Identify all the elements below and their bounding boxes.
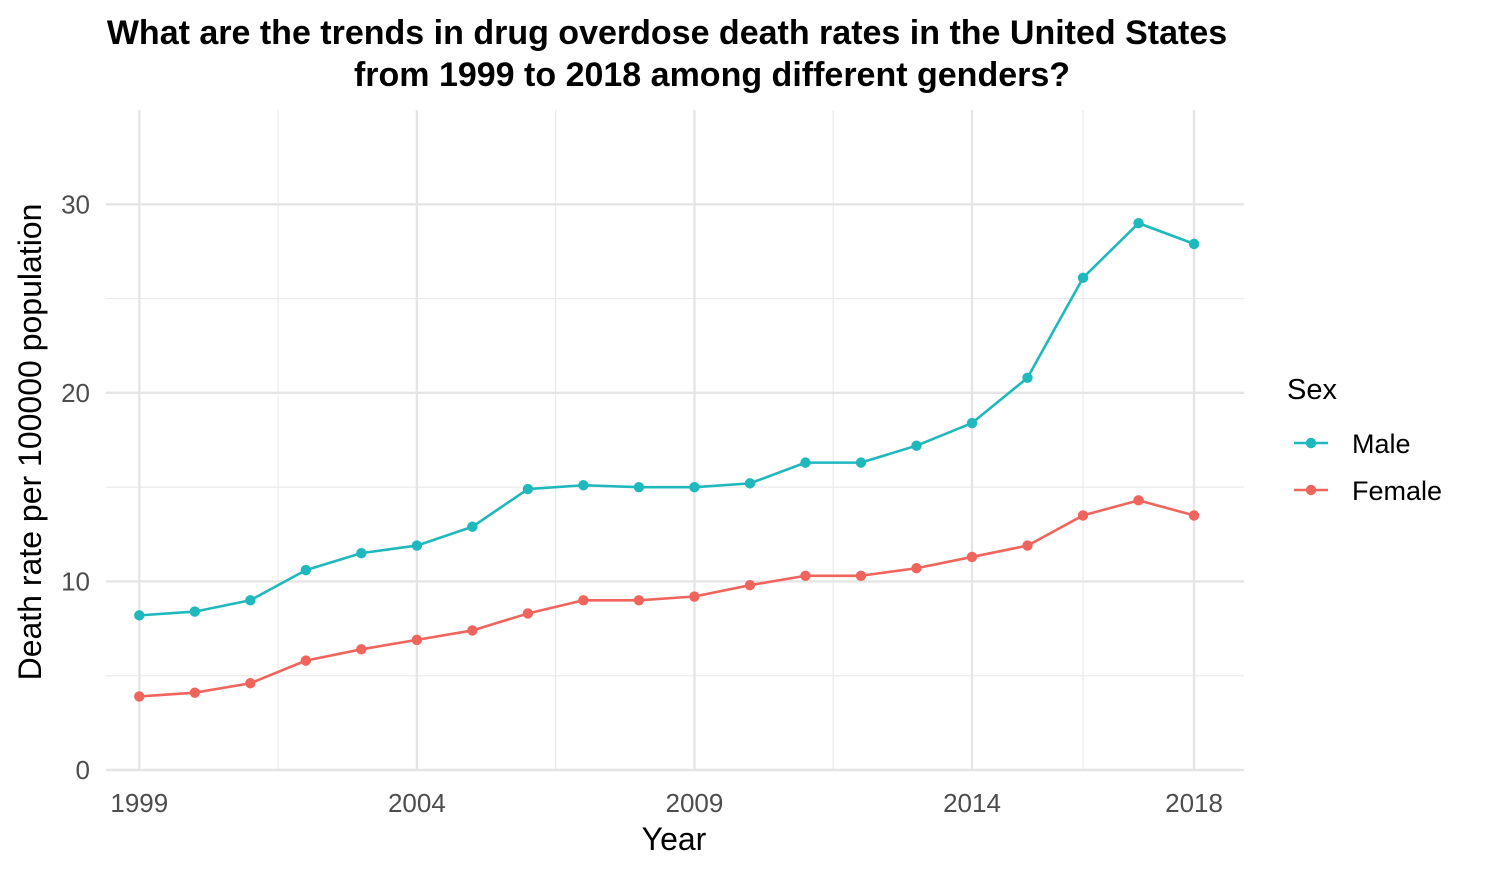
data-point-male bbox=[189, 606, 201, 617]
data-point-female bbox=[689, 591, 700, 602]
data-point-female bbox=[744, 580, 756, 591]
data-point-male bbox=[411, 540, 423, 551]
data-point-male bbox=[1188, 238, 1200, 250]
legend-title: Sex bbox=[1287, 374, 1337, 406]
data-point-female bbox=[245, 678, 256, 689]
series-line-female bbox=[139, 499, 1195, 698]
y-tick-label: 20 bbox=[61, 378, 90, 408]
data-point-female bbox=[578, 595, 589, 606]
data-point-male bbox=[1133, 217, 1144, 229]
data-point-male bbox=[1077, 272, 1089, 284]
y-tick-label: 10 bbox=[61, 566, 90, 596]
data-point-female bbox=[911, 563, 922, 574]
chart-title-line-2: from 1999 to 2018 among different gender… bbox=[354, 56, 1070, 94]
data-point-male bbox=[522, 483, 534, 495]
data-point-female bbox=[1133, 495, 1144, 506]
data-point-male bbox=[467, 521, 478, 532]
data-point-female bbox=[633, 595, 645, 606]
data-point-female bbox=[134, 691, 145, 702]
y-axis-ticks: 0 10 20 30 bbox=[61, 189, 90, 785]
legend-key-point-male bbox=[1305, 437, 1317, 449]
data-point-female bbox=[855, 570, 867, 581]
data-point-female bbox=[1077, 510, 1089, 521]
data-point-female bbox=[800, 570, 811, 581]
data-point-male bbox=[245, 595, 256, 606]
y-tick-label: 0 bbox=[76, 755, 90, 785]
legend: Sex Male Female bbox=[1287, 374, 1442, 506]
data-point-male bbox=[911, 440, 922, 451]
data-point-male bbox=[578, 480, 589, 491]
data-point-female bbox=[467, 625, 478, 636]
data-point-male bbox=[1022, 372, 1033, 383]
data-point-male bbox=[689, 481, 700, 493]
x-tick-label: 2004 bbox=[388, 788, 446, 818]
data-point-female bbox=[966, 551, 978, 563]
grid bbox=[106, 110, 1244, 772]
data-point-female bbox=[300, 655, 312, 666]
x-tick-label: 2018 bbox=[1165, 788, 1223, 818]
legend-key-point-female bbox=[1305, 484, 1317, 496]
x-axis-title: Year bbox=[642, 821, 707, 857]
data-point-male bbox=[300, 564, 312, 576]
chart-title-line-1: What are the trends in drug overdose dea… bbox=[107, 14, 1227, 52]
x-tick-label: 1999 bbox=[110, 788, 168, 818]
legend-label-male: Male bbox=[1352, 429, 1411, 459]
data-point-male bbox=[800, 457, 811, 468]
x-tick-label: 2009 bbox=[666, 788, 724, 818]
series-layer bbox=[134, 217, 1200, 702]
data-point-female bbox=[1188, 510, 1200, 521]
x-tick-label: 2014 bbox=[943, 788, 1001, 818]
data-point-male bbox=[966, 417, 978, 429]
data-point-female bbox=[356, 644, 367, 655]
data-point-male bbox=[633, 481, 645, 493]
data-point-female bbox=[522, 608, 534, 619]
legend-label-female: Female bbox=[1352, 476, 1442, 506]
data-point-female bbox=[411, 634, 423, 646]
data-point-male bbox=[855, 457, 867, 468]
data-point-male bbox=[356, 547, 367, 559]
series-line-male bbox=[139, 221, 1195, 617]
data-point-male bbox=[744, 478, 756, 489]
x-axis-ticks: 1999 2004 2009 2014 2018 bbox=[110, 788, 1223, 818]
data-point-male bbox=[134, 610, 145, 621]
data-point-female bbox=[189, 687, 201, 698]
data-point-female bbox=[1022, 540, 1033, 551]
y-tick-label: 30 bbox=[61, 189, 90, 219]
y-axis-title: Death rate per 100000 population bbox=[12, 204, 48, 681]
